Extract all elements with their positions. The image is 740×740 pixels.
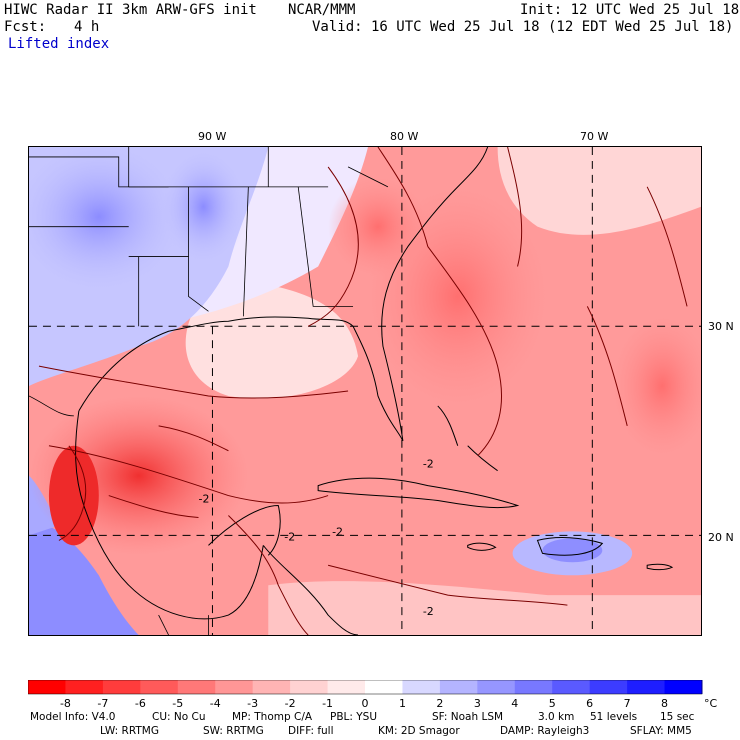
valid-time: Valid: 16 UTC Wed 25 Jul 18 (12 EDT Wed … (312, 19, 734, 35)
legend-tick-label: 2 (436, 697, 443, 710)
surface-scheme: SF: Noah LSM (432, 711, 504, 723)
legend-tick-label: 3 (474, 697, 481, 710)
lat-lon-grid (29, 147, 701, 635)
model-title: HIWC Radar II 3km ARW-GFS init (4, 2, 257, 18)
legend-swatch (514, 680, 553, 694)
contour-label: -2 (423, 605, 434, 618)
unstable-region-east-atlantic (612, 316, 701, 456)
init-time: Init: 12 UTC Wed 25 Jul 18 (520, 2, 740, 18)
legend-tick-label: -8 (60, 697, 71, 710)
legend-tick-label: 6 (586, 697, 593, 710)
legend-tick-label: -5 (172, 697, 183, 710)
lon-label-80w: 80 W (390, 130, 419, 143)
legend-unit: °C (704, 697, 718, 710)
legend-tick-label: 7 (624, 697, 631, 710)
legend-swatch (177, 680, 216, 694)
microphysics-scheme: MP: Thomp C/A (232, 711, 313, 723)
forecast-label: Fcst: (4, 19, 47, 35)
vertical-levels: 51 levels (590, 711, 638, 723)
eddy-coefficient: KM: 2D Smagor (378, 725, 460, 737)
legend-swatch (327, 680, 366, 694)
legend-tick-label: 4 (511, 697, 518, 710)
field-name: Lifted index (8, 36, 110, 52)
legend-swatch (215, 680, 254, 694)
legend-swatch (290, 680, 329, 694)
legend-tick-label: -2 (285, 697, 296, 710)
org-label: NCAR/MMM (288, 2, 356, 18)
pale-region-gulf (185, 276, 359, 399)
stable-core-hispaniola (542, 538, 603, 563)
pale-region-atlantic-north (497, 147, 701, 235)
lon-label-70w: 70 W (580, 130, 609, 143)
lifted-index-map: -2 -2 -2 -2 -2 (28, 146, 702, 636)
legend-swatch (65, 680, 104, 694)
color-scale-legend: -8 -7 -6 -5 -4 -3 -2 -1 0 1 2 3 4 5 6 7 8 °C (28, 680, 718, 710)
legend-swatch (589, 680, 628, 694)
lat-label-30n: 30 N (708, 320, 734, 333)
legend-swatch (402, 680, 441, 694)
legend-swatch (28, 680, 66, 694)
lat-label-20n: 20 N (708, 531, 734, 544)
contour-label: -2 (284, 530, 295, 543)
legend-swatch (252, 680, 291, 694)
stable-core-plains (29, 147, 189, 297)
surface-layer-scheme: SFLAY: MM5 (630, 725, 692, 737)
diffusion-setting: DIFF: full (288, 725, 334, 737)
time-step: 15 sec (660, 711, 695, 723)
cumulus-scheme: CU: No Cu (152, 711, 206, 723)
longwave-scheme: LW: RRTMG (100, 725, 159, 737)
legend-tick-label: -6 (135, 697, 146, 710)
stable-core-ms-valley (158, 147, 249, 267)
legend-outline (28, 680, 703, 695)
stable-region-mexico (29, 523, 139, 635)
legend-swatch (140, 680, 179, 694)
mexico-borders (29, 395, 209, 635)
legend-swatch (477, 680, 516, 694)
legend-swatch (365, 680, 403, 694)
lon-label-90w: 90 W (198, 130, 227, 143)
coastlines (75, 147, 674, 635)
forecast-hour: 4 h (74, 19, 100, 35)
pbl-scheme: PBL: YSU (330, 711, 378, 723)
lifted-index-contours (38, 147, 688, 635)
grid-spacing: 3.0 km (538, 711, 575, 723)
legend-swatch (627, 680, 666, 694)
legend-tick-label: 0 (362, 697, 369, 710)
damping-setting: DAMP: Rayleigh3 (500, 725, 590, 737)
model-info: Model Info: V4.0 (30, 711, 116, 723)
legend-swatch (552, 680, 591, 694)
state-borders (29, 147, 389, 327)
shortwave-scheme: SW: RRTMG (203, 725, 264, 737)
contour-label: -2 (198, 493, 209, 506)
legend-tick-label: -4 (210, 697, 221, 710)
legend-tick-label: 1 (399, 697, 406, 710)
unstable-region-carolinas (328, 176, 428, 277)
legend-tick-label: 8 (661, 697, 668, 710)
contour-label: -2 (423, 458, 434, 471)
legend-tick-label: -7 (97, 697, 108, 710)
legend-swatch (439, 680, 478, 694)
contour-label: -2 (332, 525, 343, 538)
legend-tick-label: -3 (247, 697, 258, 710)
legend-swatch (664, 680, 703, 694)
legend-tick-label: 5 (549, 697, 556, 710)
legend-tick-label: -1 (322, 697, 333, 710)
unstable-core-mexico (48, 445, 99, 546)
legend-swatch (102, 680, 141, 694)
